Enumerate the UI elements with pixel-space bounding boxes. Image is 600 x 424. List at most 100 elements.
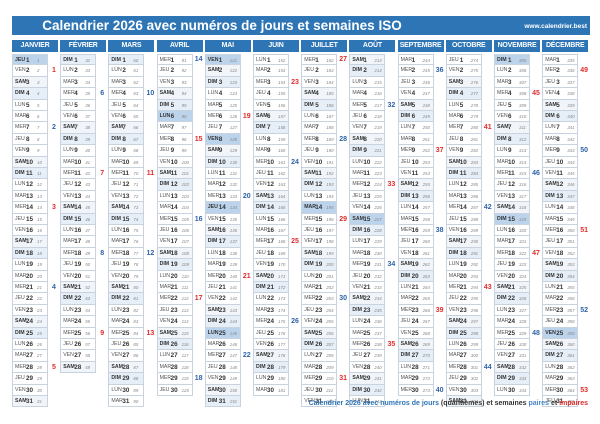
month-avril: AVRIL MER 1 91 JEU 2 92 VEN 3 93 SAM 4 94 DIM 5 95 LUN 6 9…: [156, 40, 203, 396]
day-number: 4: [218, 90, 223, 98]
day-number: 11: [411, 170, 419, 177]
weekday-label: SAM: [448, 158, 461, 165]
year-day-number: 193: [326, 182, 334, 188]
day-cell: VEN 10 191: [301, 156, 338, 168]
day-cell: VEN 16 289: [445, 225, 482, 237]
year-day-number: 72: [133, 193, 139, 199]
day-cell: SAM 23 143: [204, 304, 241, 317]
weekday-label: JEU: [400, 78, 411, 85]
day-cell: JEU 31 365: [542, 396, 579, 408]
day-number: 16: [556, 227, 564, 234]
year-day-number: 6: [37, 114, 40, 119]
day-cell: VEN 1 121: [204, 54, 241, 66]
weekday-label: MER: [111, 249, 123, 256]
year-day-number: 356: [567, 296, 575, 302]
year-day-number: 116: [181, 342, 189, 347]
year-day-number: 21: [37, 285, 42, 290]
day-number: 28: [170, 363, 178, 371]
day-cell: MAR 30 181: [253, 384, 289, 396]
year-day-number: 34: [85, 79, 91, 85]
day-number: 10: [459, 158, 467, 166]
year-day-number: 341: [567, 125, 575, 131]
year-day-number: 276: [470, 79, 479, 85]
year-day-number: 255: [422, 182, 430, 188]
iso-week-number: 33: [387, 181, 396, 189]
weekday-label: LUN: [15, 261, 26, 268]
month-header: NOVEMBRE: [494, 40, 540, 52]
day-cell: MER 28 301: [445, 361, 482, 374]
day-number: 13: [170, 192, 178, 200]
weekday-label: SAM: [207, 306, 220, 313]
weekday-label: DIM: [497, 135, 507, 142]
day-cell: LUN 19 19: [12, 259, 48, 271]
day-cell: DIM 15 74: [108, 213, 145, 225]
day-number: 17: [508, 238, 516, 246]
day-number: 7: [508, 124, 512, 132]
day-number: 25: [74, 329, 82, 337]
weekday-label: SAM: [159, 329, 172, 336]
day-number: 7: [267, 124, 271, 132]
year-day-number: 354: [567, 273, 575, 279]
iso-week-number: 52: [580, 306, 589, 314]
day-number: 21: [315, 284, 323, 291]
day-number: 24: [363, 318, 371, 326]
day-number: 1: [26, 57, 30, 64]
year-day-number: 23: [37, 307, 42, 313]
weekday-label: SAM: [15, 238, 27, 245]
day-number: 17: [459, 238, 467, 246]
month-header: MAI: [204, 40, 251, 52]
year-day-number: 157: [278, 114, 286, 119]
iso-week-number: 13: [146, 329, 155, 337]
weekday-label: DIM: [159, 181, 170, 188]
day-cell: MER 4 35: [60, 88, 97, 100]
weekday-label: JEU: [448, 57, 459, 63]
day-number: 26: [508, 341, 516, 348]
year-day-number: 41: [85, 159, 91, 165]
day-cell: MER 13 133: [204, 190, 241, 203]
day-cell: LUN 12 12: [12, 179, 48, 191]
weekday-label: DIM: [352, 306, 362, 313]
weekday-label: JEU: [15, 135, 25, 142]
weekday-label: LUN: [207, 170, 219, 176]
year-day-number: 128: [229, 136, 238, 142]
iso-week-number: 29: [339, 215, 348, 223]
year-day-number: 338: [567, 91, 575, 97]
day-cell: JEU 21 141: [204, 282, 241, 294]
weekday-label: SAM: [15, 78, 27, 85]
weekday-label: MER: [63, 329, 75, 336]
year-day-number: 54: [85, 307, 91, 313]
year-day-number: 190: [326, 148, 334, 154]
weekday-label: LUN: [111, 227, 122, 233]
weekday-label: DIM: [545, 352, 555, 359]
day-cell: SAM 24 24: [12, 316, 48, 328]
day-number: 13: [508, 192, 516, 200]
year-day-number: 253: [422, 159, 430, 165]
weekday-label: VEN: [545, 249, 556, 256]
iso-week-number: 4: [52, 284, 56, 291]
day-cell: VEN 6 65: [108, 111, 145, 123]
weekday-label: LUN: [207, 90, 219, 97]
year-day-number: 64: [133, 102, 139, 108]
weekday-label: LUN: [256, 135, 267, 142]
weekday-label: JEU: [352, 113, 363, 119]
weekday-label: SAM: [207, 147, 220, 154]
year-day-number: 134: [229, 205, 238, 211]
day-cell: SAM 25 115: [156, 327, 193, 339]
year-day-number: 208: [326, 353, 334, 359]
year-day-number: 196: [326, 216, 334, 222]
day-number: 15: [508, 215, 516, 223]
weekday-label: MAR: [400, 135, 413, 142]
day-number: 3: [556, 78, 560, 86]
year-day-number: 150: [229, 387, 238, 393]
weekday-label: VEN: [256, 101, 267, 108]
day-number: 15: [74, 215, 82, 223]
day-cell: JEU 7 127: [204, 122, 241, 134]
year-day-number: 304: [470, 399, 479, 404]
day-number: 16: [315, 227, 323, 234]
year-day-number: 263: [422, 273, 430, 279]
day-cell: MER 28 28: [12, 361, 48, 374]
day-number: 19: [411, 261, 419, 269]
day-cell: DIM 22 81: [108, 293, 145, 305]
day-cell: MAR 27 27: [12, 350, 48, 362]
weekday-label: DIM: [111, 215, 121, 222]
